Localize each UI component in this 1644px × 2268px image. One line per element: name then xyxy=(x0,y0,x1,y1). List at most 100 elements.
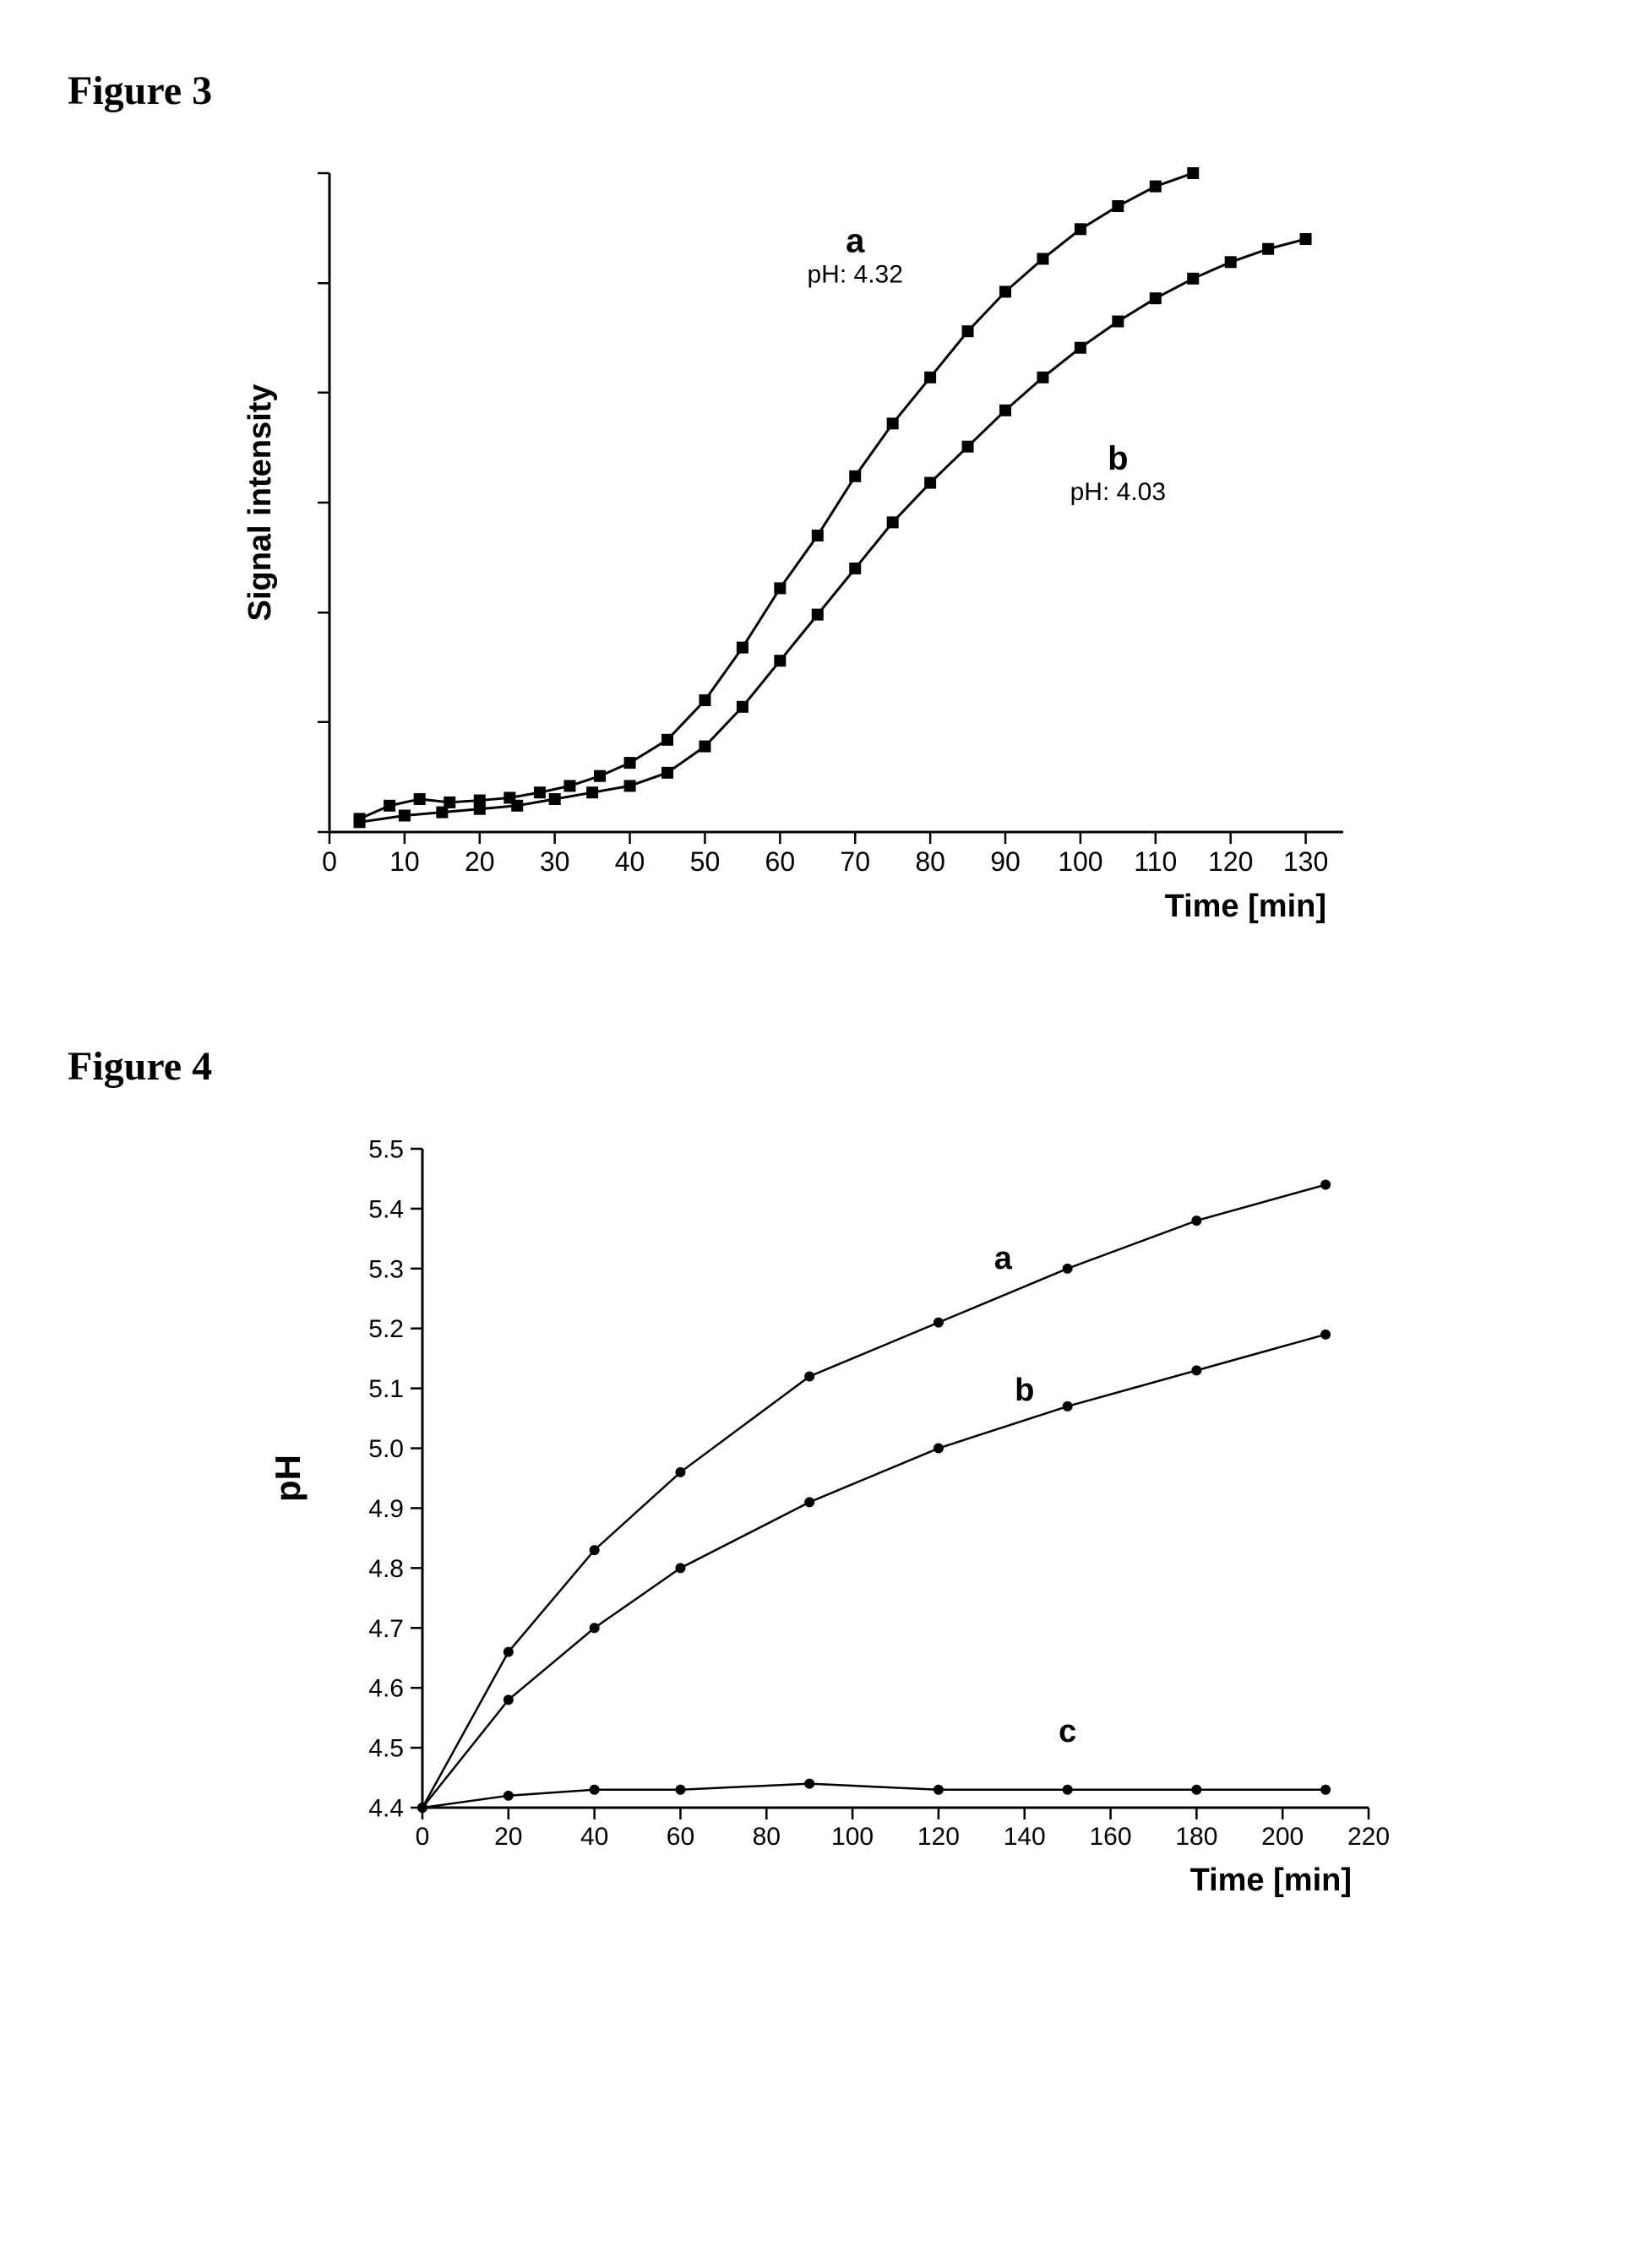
marker xyxy=(1262,243,1274,255)
svg-text:4.4: 4.4 xyxy=(368,1795,404,1823)
marker xyxy=(511,800,523,812)
svg-text:160: 160 xyxy=(1090,1823,1132,1851)
marker xyxy=(594,770,606,782)
marker xyxy=(1075,223,1086,235)
svg-text:20: 20 xyxy=(465,846,495,877)
svg-text:c: c xyxy=(1059,1714,1076,1749)
svg-text:4.5: 4.5 xyxy=(368,1735,404,1763)
marker xyxy=(999,405,1011,416)
svg-text:b: b xyxy=(1108,440,1128,477)
marker xyxy=(675,1467,685,1477)
svg-text:Time [min]: Time [min] xyxy=(1190,1863,1352,1898)
marker xyxy=(504,1647,514,1657)
svg-text:4.6: 4.6 xyxy=(368,1675,404,1703)
marker xyxy=(1112,200,1124,212)
page: Figure 3 0102030405060708090100110120130… xyxy=(34,68,1610,1917)
marker xyxy=(1150,292,1162,304)
marker xyxy=(774,582,786,594)
svg-text:0: 0 xyxy=(416,1823,430,1851)
svg-text:80: 80 xyxy=(753,1823,781,1851)
marker xyxy=(1063,1785,1073,1795)
svg-text:110: 110 xyxy=(1134,846,1177,877)
svg-text:b: b xyxy=(1015,1373,1034,1408)
marker xyxy=(924,372,936,383)
marker xyxy=(534,786,546,798)
marker xyxy=(804,1497,814,1507)
svg-text:60: 60 xyxy=(667,1823,694,1851)
marker xyxy=(624,757,636,769)
marker xyxy=(590,1545,600,1555)
marker xyxy=(675,1785,685,1795)
marker xyxy=(354,816,366,828)
marker xyxy=(699,741,710,753)
marker xyxy=(924,477,936,489)
marker xyxy=(563,780,575,791)
marker xyxy=(1320,1785,1331,1795)
svg-text:5.0: 5.0 xyxy=(368,1435,404,1463)
svg-text:50: 50 xyxy=(690,846,721,877)
svg-text:40: 40 xyxy=(580,1823,608,1851)
marker xyxy=(812,609,824,621)
svg-text:5.1: 5.1 xyxy=(368,1375,404,1403)
marker xyxy=(586,786,598,798)
marker xyxy=(1112,316,1124,328)
marker xyxy=(804,1779,814,1789)
marker xyxy=(1187,273,1199,285)
svg-text:a: a xyxy=(846,223,865,260)
svg-text:60: 60 xyxy=(765,846,796,877)
svg-text:Signal intensity: Signal intensity xyxy=(242,384,278,622)
marker xyxy=(774,655,786,666)
marker xyxy=(1150,181,1162,193)
svg-text:90: 90 xyxy=(990,846,1021,877)
marker xyxy=(887,516,899,528)
svg-text:100: 100 xyxy=(1058,846,1102,877)
marker xyxy=(812,530,824,541)
marker xyxy=(436,807,448,819)
marker xyxy=(1225,256,1237,268)
figure4-title: Figure 4 xyxy=(68,1043,1610,1090)
svg-text:100: 100 xyxy=(831,1823,874,1851)
marker xyxy=(1191,1785,1201,1795)
marker xyxy=(887,417,899,429)
marker xyxy=(624,780,636,791)
marker xyxy=(934,1444,944,1454)
marker xyxy=(699,694,710,706)
marker xyxy=(1187,167,1199,179)
marker xyxy=(934,1785,944,1795)
figure4-chart: 0204060801001201401601802002204.44.54.64… xyxy=(253,1123,1402,1917)
svg-text:40: 40 xyxy=(615,846,645,877)
marker xyxy=(1300,233,1312,245)
marker xyxy=(661,734,673,746)
svg-text:4.9: 4.9 xyxy=(368,1495,404,1523)
marker xyxy=(962,441,974,453)
svg-text:Time [min]: Time [min] xyxy=(1165,889,1326,924)
svg-text:5.3: 5.3 xyxy=(368,1255,404,1283)
marker xyxy=(414,793,426,805)
marker xyxy=(804,1371,814,1381)
svg-text:pH: 4.03: pH: 4.03 xyxy=(1070,478,1166,506)
marker xyxy=(1037,372,1048,383)
svg-text:20: 20 xyxy=(494,1823,522,1851)
marker xyxy=(1320,1330,1331,1340)
svg-text:a: a xyxy=(994,1241,1013,1276)
marker xyxy=(1063,1401,1073,1411)
svg-text:220: 220 xyxy=(1347,1823,1390,1851)
figure3-title: Figure 3 xyxy=(68,68,1610,114)
svg-text:pH: 4.32: pH: 4.32 xyxy=(808,261,903,289)
svg-text:pH: pH xyxy=(268,1455,308,1502)
marker xyxy=(737,642,749,654)
marker xyxy=(474,803,486,815)
marker xyxy=(1191,1365,1201,1375)
svg-text:5.4: 5.4 xyxy=(368,1195,404,1223)
marker xyxy=(504,1791,514,1801)
svg-text:10: 10 xyxy=(389,846,420,877)
svg-text:70: 70 xyxy=(840,846,870,877)
marker xyxy=(384,800,395,812)
marker xyxy=(549,793,561,805)
marker xyxy=(590,1785,600,1795)
marker xyxy=(1037,253,1048,264)
svg-text:140: 140 xyxy=(1004,1823,1046,1851)
marker xyxy=(849,563,861,574)
marker xyxy=(504,1694,514,1705)
svg-text:180: 180 xyxy=(1175,1823,1217,1851)
